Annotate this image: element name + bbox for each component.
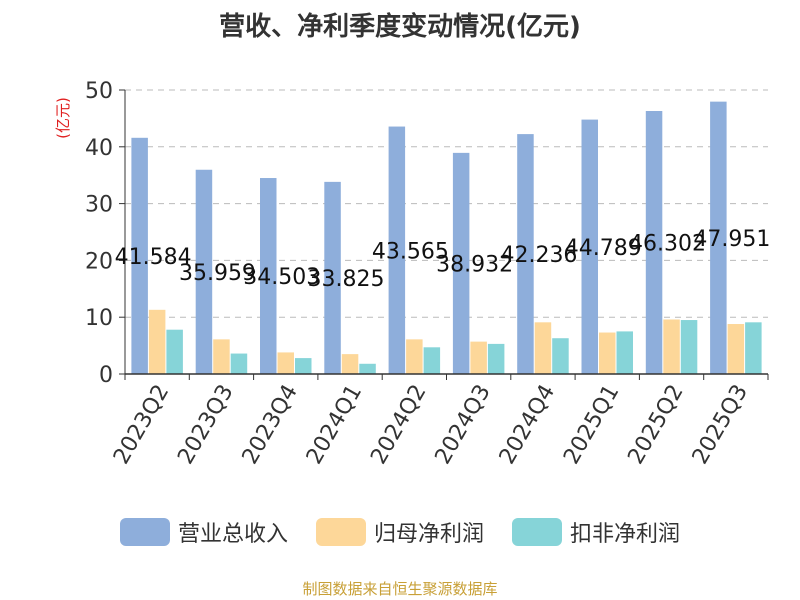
bar-3-2024Q2 xyxy=(423,347,441,374)
legend-item-2[interactable]: 归母净利润 xyxy=(315,516,484,548)
bar-3-2025Q3 xyxy=(745,322,762,374)
x-tick-label: 2023Q4 xyxy=(238,381,303,469)
bar-2-2025Q2 xyxy=(663,319,680,374)
grid-lines xyxy=(125,89,768,318)
x-tick-label: 2023Q3 xyxy=(173,381,238,469)
bar-2-2024Q2 xyxy=(406,339,423,374)
bar-2-2023Q4 xyxy=(277,352,294,374)
bar-1-2024Q4 xyxy=(517,134,534,374)
bar-3-2023Q4 xyxy=(295,358,312,374)
x-tick-label: 2024Q2 xyxy=(366,381,431,469)
x-tick-label: 2024Q1 xyxy=(302,381,367,469)
x-tick-label: 2025Q2 xyxy=(623,381,688,469)
legend-label: 归母净利润 xyxy=(373,522,484,547)
bar-3-2023Q2 xyxy=(166,329,183,374)
bar-3-2023Q3 xyxy=(230,353,248,374)
bar-3-2024Q3 xyxy=(487,343,505,374)
bar-2-2025Q1 xyxy=(599,332,616,374)
data-label: 44.789 xyxy=(565,236,642,261)
x-tick-label: 2025Q1 xyxy=(559,381,624,469)
bar-2-2023Q2 xyxy=(148,309,166,374)
bar-1-2024Q1 xyxy=(324,181,341,374)
bar-3-2025Q1 xyxy=(616,331,633,374)
data-label: 47.951 xyxy=(693,227,770,252)
y-axis-label: (亿元) xyxy=(54,97,72,139)
legend-swatch xyxy=(119,518,170,546)
data-label: 34.503 xyxy=(243,265,320,290)
bar-1-2025Q2 xyxy=(645,111,663,374)
legend-label: 扣非净利润 xyxy=(570,522,681,547)
data-label: 42.236 xyxy=(500,243,577,268)
bar-1-2024Q2 xyxy=(388,126,406,374)
data-label: 41.584 xyxy=(115,245,192,270)
legend-item-1[interactable]: 营业总收入 xyxy=(119,516,288,548)
legend-item-3[interactable]: 扣非净利润 xyxy=(512,516,680,548)
bar-2-2024Q3 xyxy=(470,341,487,374)
legend-swatch xyxy=(315,518,366,546)
chart-title: 营收、净利季度变动情况(亿元) xyxy=(219,12,581,42)
y-tick-label: 30 xyxy=(85,193,113,218)
bar-1-2025Q1 xyxy=(581,119,598,374)
data-label: 35.959 xyxy=(179,261,256,286)
bar-1-2023Q2 xyxy=(131,137,148,374)
x-tick-label: 2024Q4 xyxy=(495,381,560,469)
bar-1-2023Q4 xyxy=(260,178,277,374)
source-footer: 制图数据来自恒生聚源数据库 xyxy=(302,580,498,598)
bar-1-2025Q3 xyxy=(710,101,727,375)
bar-3-2024Q4 xyxy=(552,338,569,374)
data-label: 38.932 xyxy=(436,252,513,277)
legend-label: 营业总收入 xyxy=(177,522,288,547)
y-tick-label: 40 xyxy=(85,136,113,161)
x-tick-label: 2023Q2 xyxy=(109,381,174,469)
bar-2-2025Q3 xyxy=(727,324,745,374)
y-tick-label: 10 xyxy=(85,306,113,331)
data-label: 46.302 xyxy=(629,232,706,257)
legend-swatch xyxy=(512,518,562,546)
x-tick-label: 2024Q3 xyxy=(431,381,496,469)
bar-3-2025Q2 xyxy=(680,320,698,374)
data-label: 33.825 xyxy=(308,267,385,292)
legend: 营业总收入 归母净利润 扣非净利润 xyxy=(0,516,800,548)
y-tick-label: 20 xyxy=(85,249,113,274)
bar-1-2023Q3 xyxy=(195,169,213,374)
x-tick-label: 2025Q3 xyxy=(688,381,753,469)
y-tick-label: 50 xyxy=(85,79,113,104)
bars xyxy=(131,101,762,375)
y-tick-label: 0 xyxy=(99,363,113,388)
data-label: 43.565 xyxy=(372,239,449,264)
bar-1-2024Q3 xyxy=(452,152,470,374)
bar-2-2024Q1 xyxy=(341,354,359,374)
bar-3-2024Q1 xyxy=(359,363,376,374)
bar-2-2023Q3 xyxy=(213,339,230,374)
bar-2-2024Q4 xyxy=(534,322,552,374)
